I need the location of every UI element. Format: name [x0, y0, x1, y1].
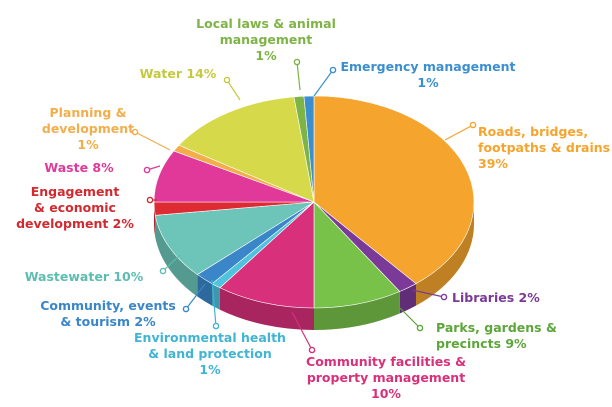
- slice-label-4: Environmental health & land protection 1%: [134, 330, 286, 377]
- pie-side-2: [314, 291, 400, 330]
- pie-side-0: [415, 202, 474, 306]
- pie-slice-10: [178, 96, 315, 203]
- leader-dot-1: [440, 293, 448, 301]
- slice-label-line: development: [42, 121, 134, 136]
- slice-label-5: Community, events & tourism 2%: [40, 298, 176, 329]
- slice-label-line: 1%: [417, 75, 439, 90]
- pie-side-5: [197, 274, 213, 306]
- slice-label-line: 1%: [255, 48, 277, 63]
- leader-lines: [131, 58, 477, 354]
- slice-label-10: Water 14%: [140, 66, 217, 81]
- pie-slice-3: [219, 201, 315, 309]
- pie-slice-2: [313, 201, 401, 309]
- pie-sides: [154, 202, 474, 330]
- slice-label-7: Engagement & economic development 2%: [16, 184, 134, 231]
- slice-label-line: Planning &: [49, 105, 126, 120]
- pie-side-6: [155, 215, 198, 297]
- leader-line-2: [399, 307, 421, 329]
- leader-dot-6: [159, 267, 167, 275]
- leader-dot-12: [329, 66, 337, 74]
- leader-line-6: [162, 254, 181, 272]
- slice-label-line: Parks, gardens &: [436, 320, 557, 335]
- leader-dot-4: [212, 322, 220, 330]
- slice-label-line: Community, events: [40, 298, 176, 313]
- slice-label-1: Libraries 2%: [452, 290, 540, 305]
- slice-label-line: precincts 9%: [436, 336, 527, 351]
- slice-label-line: Water 14%: [140, 66, 217, 81]
- slice-label-line: Wastewater 10%: [25, 269, 144, 284]
- slice-label-line: & land protection: [148, 346, 271, 361]
- leader-dot-5: [182, 305, 190, 313]
- slice-label-line: Local laws & animal: [196, 16, 336, 31]
- slice-labels: Roads, bridges, footpaths & drains 39% Libr…: [16, 16, 610, 401]
- pie-top-slices: [153, 95, 475, 309]
- slice-label-line: 39%: [478, 156, 508, 171]
- slice-label-line: management: [220, 32, 313, 47]
- slice-label-line: footpaths & drains: [478, 140, 610, 155]
- slice-label-11: Local laws & animal management 1%: [196, 16, 336, 63]
- leader-line-1: [411, 289, 445, 298]
- slice-label-line: 10%: [371, 386, 401, 401]
- leader-line-11: [296, 61, 301, 91]
- leader-line-9: [134, 131, 171, 151]
- slice-label-6: Wastewater 10%: [25, 269, 144, 284]
- leader-dot-2: [416, 324, 424, 332]
- slice-label-0: Roads, bridges, footpaths & drains 39%: [478, 124, 610, 171]
- slice-label-line: development 2%: [16, 216, 134, 231]
- slice-label-line: 1%: [199, 362, 221, 377]
- slice-label-line: Emergency management: [340, 59, 515, 74]
- leader-dot-8: [143, 166, 151, 174]
- pie-slice-0: [313, 95, 475, 285]
- leader-dot-10: [223, 76, 231, 84]
- slice-label-line: & economic: [34, 200, 116, 215]
- leader-line-4: [211, 279, 217, 327]
- slice-label-line: Libraries 2%: [452, 290, 540, 305]
- slice-label-line: Waste 8%: [44, 160, 114, 175]
- slice-label-line: property management: [307, 370, 465, 385]
- pie-slice-12: [303, 95, 315, 203]
- leader-line-10: [226, 79, 241, 101]
- leader-line-12: [313, 69, 334, 97]
- leader-dot-9: [131, 128, 139, 136]
- slice-label-8: Waste 8%: [44, 160, 114, 175]
- pie-side-1: [399, 283, 416, 314]
- slice-label-line: Engagement: [31, 184, 120, 199]
- leader-line-3: [291, 311, 313, 351]
- slice-label-line: Environmental health: [134, 330, 286, 345]
- leader-line-0: [444, 124, 474, 141]
- slice-label-line: 1%: [77, 137, 99, 152]
- slice-label-9: Planning & development 1%: [42, 105, 134, 152]
- slice-label-12: Emergency management 1%: [340, 59, 515, 90]
- slice-label-line: Roads, bridges,: [478, 124, 588, 139]
- slice-label-3: Community facilities & property managemen…: [306, 354, 466, 401]
- slice-label-2: Parks, gardens & precincts 9%: [436, 320, 557, 351]
- leader-dot-0: [469, 121, 477, 129]
- slice-label-line: & tourism 2%: [60, 314, 156, 329]
- pie-slice-6: [154, 201, 315, 275]
- pie-side-3: [219, 287, 314, 330]
- slice-label-line: Community facilities &: [306, 354, 466, 369]
- leader-line-5: [185, 283, 206, 310]
- leader-dot-3: [308, 346, 316, 354]
- leader-dot-7: [146, 196, 154, 204]
- leader-dot-11: [293, 58, 301, 66]
